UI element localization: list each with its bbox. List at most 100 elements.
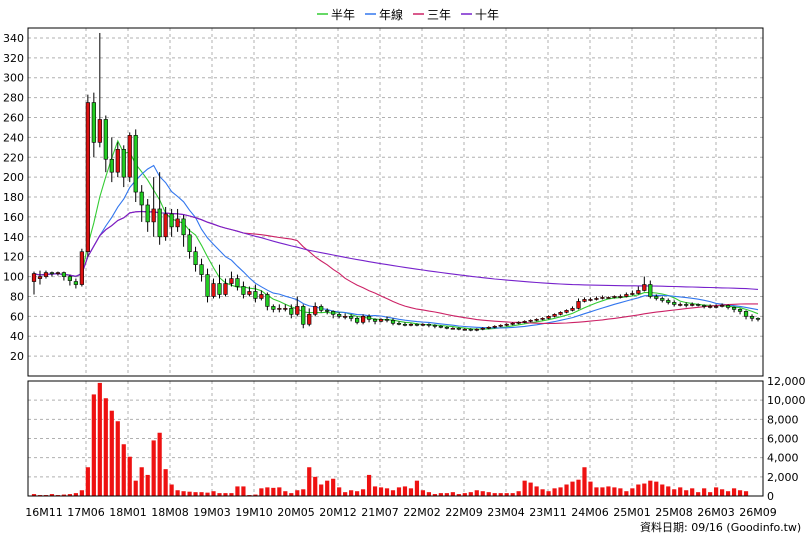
price-tick-label: 160 [3,211,24,224]
candle [438,325,443,329]
candle-body-up [588,299,593,301]
candle [121,145,126,188]
candle [384,316,390,323]
candle-body-down [271,306,276,310]
candle-body-up [55,272,61,274]
candle-body-down [438,325,443,328]
price-tick-label: 320 [3,52,24,65]
candle [223,278,228,297]
volume-bar [378,487,384,496]
price-tick-label: 80 [10,290,24,303]
candle [67,274,73,286]
candle [247,286,252,297]
price-tick-label: 300 [3,72,24,85]
candle-body-up [564,310,569,313]
footer-source: 資料日期: 09/16 (Goodinfo.tw) [640,520,801,534]
volume-bar [444,493,449,496]
candle-body-up [576,301,581,309]
volume-bar [313,476,318,496]
volume-bar [600,487,605,496]
volume-bar [576,479,581,496]
volume-bar [121,444,126,496]
candle-body-down [121,149,126,178]
candle [749,314,755,322]
candle-body-up [43,272,49,277]
price-tick-label: 40 [10,330,24,343]
candle-body-up [516,322,521,324]
candle-body-up [420,323,426,326]
volume-bar [271,487,276,496]
candle-body-up [277,308,282,310]
candle [241,281,246,299]
candle [61,271,67,281]
candle-body-down [696,304,701,306]
volume-bar [139,467,144,496]
candle-body-up [540,318,545,320]
candle-body-up [498,324,503,327]
candle-body-down [743,311,749,317]
volume-bar [343,492,348,496]
candle-body-up [408,323,414,326]
candle-body-down [109,158,114,173]
candle [408,323,414,327]
volume-bar [235,486,240,496]
volume-bar [606,486,611,496]
volume-bar [360,489,366,496]
candle-body-up [474,328,479,331]
candle-body-down [157,208,162,238]
candle-body-up [510,323,515,325]
volume-bar [672,489,677,496]
ma-threeyear-line [33,210,758,324]
volume-bar [654,481,659,496]
candle [558,311,563,316]
candle-body-up [552,314,557,317]
candle [229,271,234,287]
volume-bar [396,487,402,496]
candle [564,309,569,314]
candle [725,304,731,310]
candle-body-up [283,308,288,310]
candle-body-down [235,278,240,287]
candle-body-down [103,119,108,160]
candle-body-down [337,314,342,317]
volume-bar [283,491,288,496]
candle-body-down [737,309,743,312]
candle [211,278,216,299]
volume-tick-label: 2,000 [767,471,799,484]
candle-body-down [133,135,138,193]
volume-bar [678,487,683,496]
x-tick-label: 20M05 [277,506,315,519]
x-tick-label: 17M06 [67,506,105,519]
volume-tick-label: 10,000 [767,394,806,407]
candle [343,313,348,320]
candle [360,314,366,325]
x-tick-label: 20M12 [319,506,357,519]
candle-body-up [570,308,575,311]
candle [187,228,192,259]
candle-body-up [85,102,90,253]
volume-bar [253,494,258,496]
candle [420,323,426,327]
candle [289,304,294,319]
candle [468,328,473,332]
ma-year-line [33,164,759,329]
volume-bar [516,491,521,496]
candle-body-up [600,297,605,299]
ma-halfyear-line [33,139,759,330]
volume-bar [97,382,102,496]
candlesticks [31,32,761,332]
candle-body-down [355,318,360,323]
volume-bar [366,474,372,496]
volume-bar [456,494,461,496]
volume-bar [103,398,108,496]
candle-body-down [73,281,78,285]
volume-bar [702,488,707,496]
candle [630,290,635,296]
x-tick-label: 21M07 [361,506,399,519]
volume-bar [73,493,78,496]
volume-bar [301,489,306,496]
candle [696,303,701,307]
candle-body-up [719,305,725,307]
volume-bar [564,484,569,496]
legend-item: 年線 [365,7,403,22]
